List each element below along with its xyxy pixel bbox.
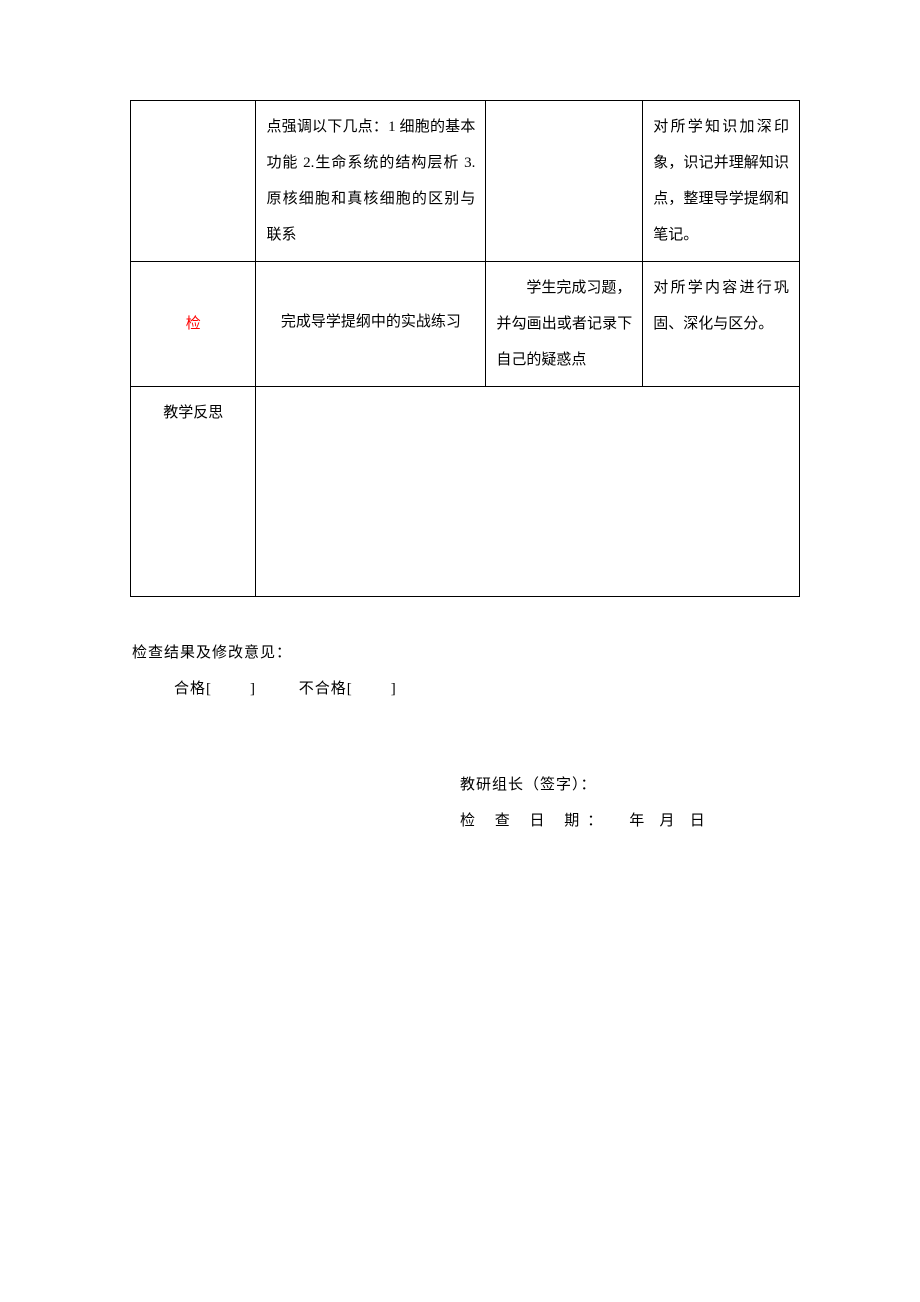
bracket-close: ]: [250, 681, 256, 697]
fail-option: 不合格[: [299, 681, 353, 697]
cell-design-intent: 对所学内容进行巩固、深化与区分。: [643, 262, 800, 387]
text-line: 学生完成习题，: [496, 270, 632, 306]
table-row-reflection: 教学反思: [131, 387, 800, 597]
date-label: 检 查 日 期：: [460, 813, 610, 829]
cell-teacher-activity: 点强调以下几点：1 细胞的基本功能 2.生命系统的结构层析 3.原核细胞和真核细…: [256, 101, 486, 262]
signature-section: 教研组长（签字）： 检 查 日 期： 年 月 日: [130, 767, 800, 839]
cell-student-activity: 学生完成习题， 并勾画出或者记录下自己的疑惑点: [486, 262, 643, 387]
date-year: 年: [629, 813, 645, 829]
check-result-title: 检查结果及修改意见：: [130, 635, 800, 671]
check-result-options: 合格[ ] 不合格[ ]: [130, 671, 800, 707]
lesson-plan-table: 点强调以下几点：1 细胞的基本功能 2.生命系统的结构层析 3.原核细胞和真核细…: [130, 100, 800, 597]
table-row: 检 完成导学提纲中的实战练习 学生完成习题， 并勾画出或者记录下自己的疑惑点 对…: [131, 262, 800, 387]
text-line: 并勾画出或者记录下自己的疑惑点: [496, 316, 632, 368]
cell-design-intent: 对所学知识加深印象，识记并理解知识点，整理导学提纲和笔记。: [643, 101, 800, 262]
cell-student-activity: [486, 101, 643, 262]
cell-label: [131, 101, 256, 262]
cell-teacher-activity: 完成导学提纲中的实战练习: [256, 262, 486, 387]
pass-option: 合格[: [174, 681, 212, 697]
cell-label-check: 检: [131, 262, 256, 387]
check-date-line: 检 查 日 期： 年 月 日: [460, 803, 800, 839]
date-day: 日: [690, 813, 706, 829]
signature-label: 教研组长（签字）：: [460, 767, 800, 803]
bracket-close: ]: [391, 681, 397, 697]
table-row: 点强调以下几点：1 细胞的基本功能 2.生命系统的结构层析 3.原核细胞和真核细…: [131, 101, 800, 262]
cell-reflection-label: 教学反思: [131, 387, 256, 597]
check-result-section: 检查结果及修改意见： 合格[ ] 不合格[ ]: [130, 635, 800, 707]
date-month: 月: [660, 813, 676, 829]
cell-reflection-content: [256, 387, 800, 597]
